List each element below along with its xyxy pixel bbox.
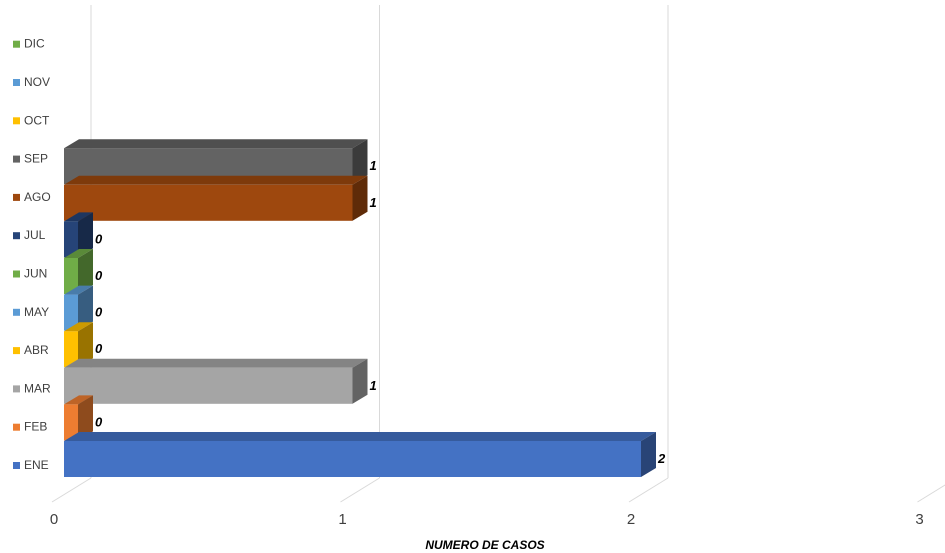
- legend-swatch: [13, 347, 20, 355]
- legend-swatch: [13, 308, 20, 316]
- legend-item-abr: ABR: [13, 343, 49, 357]
- legend-label: OCT: [24, 113, 50, 127]
- legend-label: AGO: [24, 190, 51, 204]
- legend-label: FEB: [24, 420, 47, 434]
- legend-swatch: [13, 270, 20, 278]
- floor-line-0: [51, 477, 92, 503]
- data-label-may: 0: [95, 305, 103, 320]
- data-label-mar: 1: [370, 378, 377, 393]
- data-label-jun: 0: [95, 268, 103, 283]
- legend-swatch: [13, 462, 20, 469]
- data-labels: 1 1 0 0 0 0 1 0 2: [95, 158, 666, 466]
- legend-item-jun: JUN: [13, 267, 47, 281]
- floor-line-2: [628, 477, 669, 503]
- legend-label: JUL: [24, 228, 46, 242]
- x-axis-ticks: 0 1 2 3: [50, 511, 924, 528]
- legend-swatch: [13, 155, 20, 163]
- legend-label: NOV: [24, 75, 50, 89]
- floor-line-3: [917, 484, 945, 503]
- legend-swatch: [13, 232, 20, 240]
- legend-item-dic: DIC: [13, 37, 45, 51]
- legend-label: DIC: [24, 37, 45, 51]
- data-label-abr: 0: [95, 341, 103, 356]
- legend-item-ago: AGO: [13, 190, 51, 204]
- bar-jun: [64, 249, 93, 294]
- legend-item-sep: SEP: [13, 152, 48, 166]
- bar-abr: [64, 322, 93, 368]
- data-label-jul: 0: [95, 231, 103, 246]
- bar-feb: [64, 395, 93, 441]
- bar-ago: [64, 175, 368, 221]
- bars: [64, 139, 656, 477]
- x-tick-label: 3: [915, 511, 923, 528]
- legend-item-oct: OCT: [13, 113, 50, 127]
- x-tick-label: 0: [50, 511, 58, 528]
- legend-label: MAR: [24, 381, 51, 395]
- legend-label: ABR: [24, 343, 49, 357]
- floor-line-1: [340, 477, 380, 503]
- x-tick-label: 1: [338, 511, 346, 528]
- bar-ene: [64, 432, 656, 477]
- chart-floor: [51, 477, 945, 503]
- data-label-ago: 1: [370, 195, 377, 210]
- legend-label: JUN: [24, 267, 47, 281]
- x-tick-label: 2: [627, 511, 635, 528]
- gridlines: [90, 5, 669, 478]
- legend-item-may: MAY: [13, 305, 49, 319]
- data-label-sep: 1: [370, 158, 377, 173]
- legend-swatch: [13, 40, 20, 48]
- legend-swatch: [13, 79, 20, 86]
- legend-item-jul: JUL: [13, 228, 46, 242]
- bar-jul: [64, 212, 93, 258]
- bar-mar: [64, 358, 368, 404]
- data-label-ene: 2: [657, 451, 666, 466]
- x-axis-title: NUMERO DE CASOS: [425, 538, 544, 552]
- legend-label: SEP: [24, 152, 48, 166]
- legend: ENE FEB MAR ABR MAY JUN JUL AGO SEP OCT NOV DIC: [13, 37, 51, 472]
- legend-swatch: [13, 117, 20, 125]
- data-label-feb: 0: [95, 414, 103, 429]
- legend-item-nov: NOV: [13, 75, 50, 89]
- legend-item-mar: MAR: [13, 381, 51, 395]
- legend-swatch: [13, 423, 20, 431]
- legend-item-ene: ENE: [13, 458, 49, 472]
- legend-item-feb: FEB: [13, 420, 47, 434]
- legend-label: MAY: [24, 305, 49, 319]
- legend-swatch: [13, 385, 20, 393]
- legend-label: ENE: [24, 458, 49, 472]
- legend-swatch: [13, 193, 20, 201]
- bar-may: [64, 285, 93, 331]
